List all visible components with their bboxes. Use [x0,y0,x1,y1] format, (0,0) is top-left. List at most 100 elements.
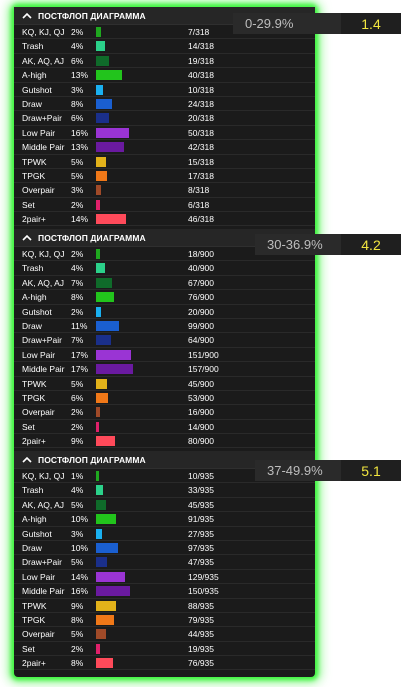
row-percent: 10% [71,542,89,553]
row-name: Gutshot [22,528,52,539]
row-count: 17/318 [188,170,214,181]
row-bar [96,364,133,375]
row-percent: 8% [71,658,84,669]
row-bar [96,292,114,303]
row-count: 19/935 [188,643,214,654]
chevron-up-icon[interactable] [22,456,32,464]
row-count: 67/900 [188,277,214,288]
row-name: TPWK [22,600,47,611]
row-bar [96,499,106,510]
postflop-section-1: ПОСТФЛОП ДИАГРАММА KQ, KJ, QJ 2% 7/318 Tra… [14,7,315,227]
row-count: 6/318 [188,199,210,210]
row-count: 80/900 [188,436,214,447]
table-row: AK, AQ, AJ 5% 45/935 [14,498,315,513]
row-bar [96,98,112,109]
range-label-3: 37-49.9% 5.1 [255,460,401,481]
stats-table: KQ, KJ, QJ 2% 7/318 Trash 4% 14/318 AK, AQ, … [14,25,315,227]
row-count: 64/900 [188,335,214,346]
chevron-up-icon[interactable] [22,234,32,242]
table-row: Overpair 3% 8/318 [14,183,315,198]
row-name: Trash [22,485,44,496]
row-percent: 2% [71,249,84,259]
table-row: TPWK 5% 15/318 [14,155,315,169]
table-row: Trash 4% 33/935 [14,483,315,498]
row-bar [96,392,108,403]
row-percent: 5% [71,378,84,389]
row-name: Set [22,421,35,432]
table-row: TPWK 5% 45/900 [14,377,315,391]
row-name: Middle Pair [22,142,65,153]
table-row: Low Pair 17% 151/900 [14,348,315,363]
row-name: TPWK [22,156,47,167]
row-bar [96,528,102,539]
table-row: A-high 8% 76/900 [14,290,315,305]
table-row: KQ, KJ, QJ 1% 10/935 [14,469,315,484]
row-name: 2pair+ [22,436,46,447]
range-label-2: 30-36.9% 4.2 [255,234,401,255]
row-percent: 8% [71,614,84,625]
row-name: Low Pair [22,349,56,360]
row-bar [96,586,130,597]
row-name: Gutshot [22,306,52,317]
row-name: Set [22,643,35,654]
row-name: AK, AQ, AJ [22,499,65,510]
table-row: Overpair 2% 16/900 [14,405,315,420]
section-header[interactable]: ПОСТФЛОП ДИАГРАММА [14,229,315,247]
row-name: TPGK [22,614,46,625]
row-count: 46/318 [188,214,214,225]
table-row: Draw 8% 24/318 [14,97,315,112]
row-count: 8/318 [188,185,210,196]
row-bar [96,277,112,288]
section-title: ПОСТФЛОП ДИАГРАММА [38,454,146,465]
table-row: Draw+Pair 7% 64/900 [14,333,315,348]
row-bar [96,614,114,625]
row-percent: 17% [71,364,89,375]
row-name: KQ, KJ, QJ [22,249,65,259]
row-count: 7/318 [188,27,210,37]
section-header[interactable]: ПОСТФЛОП ДИАГРАММА [14,451,315,469]
table-row: Middle Pair 16% 150/935 [14,584,315,599]
row-name: Middle Pair [22,364,65,375]
row-count: 129/935 [188,571,219,582]
row-bar [96,55,109,66]
row-bar [96,113,109,124]
row-count: 33/935 [188,485,214,496]
row-name: KQ, KJ, QJ [22,27,65,37]
table-row: Set 2% 14/900 [14,420,315,435]
row-count: 10/318 [188,84,214,95]
range-value: 37-49.9% [267,463,323,478]
table-row: AK, AQ, AJ 6% 19/318 [14,54,315,69]
row-bar [96,127,129,138]
row-percent: 7% [71,335,84,346]
row-bar [96,571,125,582]
row-percent: 5% [71,557,84,568]
table-row: KQ, KJ, QJ 2% 7/318 [14,25,315,40]
row-name: Set [22,199,35,210]
row-percent: 8% [71,98,84,109]
row-count: 97/935 [188,542,214,553]
row-percent: 14% [71,214,89,225]
table-row: TPGK 8% 79/935 [14,613,315,628]
table-row: Set 2% 19/935 [14,642,315,657]
row-name: Draw+Pair [22,557,62,568]
row-count: 14/900 [188,421,214,432]
row-percent: 16% [71,127,89,138]
row-percent: 4% [71,41,84,52]
table-row: Middle Pair 13% 42/318 [14,140,315,155]
row-bar [96,41,105,52]
row-name: Overpair [22,185,55,196]
row-count: 18/900 [188,249,214,259]
postflop-section-3: ПОСТФЛОП ДИАГРАММА KQ, KJ, QJ 1% 10/935 Tr… [14,451,315,671]
table-row: Trash 4% 14/318 [14,39,315,54]
row-name: A-high [22,70,47,81]
row-percent: 3% [71,84,84,95]
row-count: 50/318 [188,127,214,138]
row-name: Trash [22,41,44,52]
row-percent: 1% [71,471,84,481]
row-percent: 2% [71,407,84,418]
table-row: KQ, KJ, QJ 2% 18/900 [14,247,315,262]
row-count: 76/900 [188,292,214,303]
row-bar [96,170,107,181]
chevron-up-icon[interactable] [22,12,32,20]
table-row: Middle Pair 17% 157/900 [14,362,315,377]
